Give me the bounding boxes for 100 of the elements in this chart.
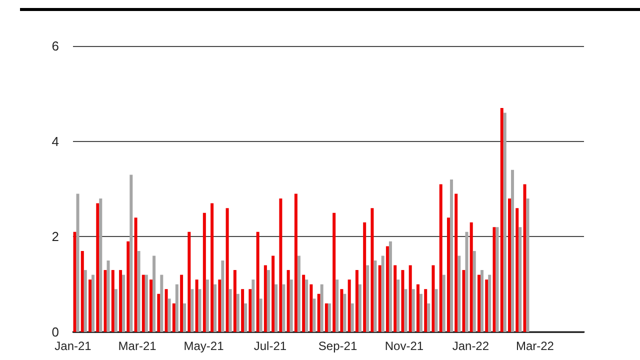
bar xyxy=(358,284,362,332)
bar xyxy=(526,198,530,332)
bar xyxy=(388,241,392,332)
bar xyxy=(412,289,415,332)
bar xyxy=(272,256,275,332)
bar xyxy=(328,303,331,332)
bar xyxy=(450,179,453,332)
bar xyxy=(488,274,492,332)
bar xyxy=(366,265,370,332)
bar xyxy=(126,241,130,332)
y-tick-label: 0 xyxy=(52,324,59,340)
x-tick-label: May-21 xyxy=(184,339,224,353)
bar xyxy=(343,294,346,332)
bar xyxy=(92,274,95,332)
bar xyxy=(286,270,290,332)
bar xyxy=(233,270,236,332)
bar xyxy=(492,227,496,332)
bar xyxy=(172,303,176,332)
bar xyxy=(206,280,209,332)
x-tick-label: Jan-22 xyxy=(452,339,490,353)
bar xyxy=(310,284,313,332)
bar xyxy=(96,203,100,332)
bar xyxy=(454,194,458,332)
bar xyxy=(160,274,164,332)
bar xyxy=(290,280,293,332)
x-tick-label: Jan-21 xyxy=(54,339,92,353)
bar xyxy=(348,280,351,332)
bar xyxy=(340,289,344,332)
bar xyxy=(99,198,102,332)
bar xyxy=(282,284,286,332)
bar xyxy=(302,274,306,332)
bar xyxy=(88,280,92,332)
bar xyxy=(419,294,422,332)
bar xyxy=(248,289,252,332)
bar xyxy=(470,222,473,332)
bar xyxy=(256,232,260,332)
bar xyxy=(226,208,229,332)
x-tick-label: Mar-21 xyxy=(118,339,157,353)
bar xyxy=(134,218,138,332)
bar xyxy=(401,270,404,332)
y-tick-label: 2 xyxy=(52,229,59,244)
bar xyxy=(480,270,484,332)
bar xyxy=(496,227,499,332)
bar xyxy=(218,280,222,332)
bar xyxy=(221,260,224,332)
bar xyxy=(374,260,377,332)
bar xyxy=(76,194,80,332)
x-tick-label: Sep-21 xyxy=(318,339,358,353)
bar xyxy=(432,265,435,332)
bar xyxy=(381,256,384,332)
bar xyxy=(446,218,450,332)
bar xyxy=(202,212,206,332)
bar xyxy=(336,280,339,332)
bar xyxy=(500,108,504,332)
bar xyxy=(183,303,186,332)
bar xyxy=(503,112,506,332)
bar xyxy=(188,232,191,332)
bar xyxy=(175,284,178,332)
bar xyxy=(130,174,133,332)
bar xyxy=(363,222,366,332)
y-tick-label: 4 xyxy=(52,134,59,149)
bar xyxy=(477,274,480,332)
bar xyxy=(180,274,184,332)
bar xyxy=(210,203,214,332)
bar xyxy=(152,256,156,332)
bar xyxy=(198,289,202,332)
bar xyxy=(214,284,217,332)
bar xyxy=(228,289,232,332)
bar xyxy=(111,270,114,332)
bar xyxy=(312,298,316,332)
bar xyxy=(266,270,270,332)
bar xyxy=(516,208,519,332)
bar xyxy=(73,232,76,332)
bar xyxy=(350,303,354,332)
bar xyxy=(404,289,408,332)
bar xyxy=(168,298,171,332)
x-tick-label: Nov-21 xyxy=(384,339,424,353)
bar xyxy=(244,303,248,332)
bar xyxy=(518,227,522,332)
bar xyxy=(106,260,110,332)
bar xyxy=(465,232,468,332)
bar xyxy=(458,256,461,332)
bar xyxy=(462,270,466,332)
bar xyxy=(241,289,244,332)
bar xyxy=(355,270,358,332)
bar xyxy=(84,270,87,332)
bar xyxy=(119,270,122,332)
bar xyxy=(324,303,328,332)
bar xyxy=(114,289,118,332)
x-tick-label: Jul-21 xyxy=(254,339,287,353)
bar xyxy=(317,294,320,332)
bar xyxy=(195,280,198,332)
bar xyxy=(305,280,308,332)
bar xyxy=(394,265,397,332)
bar xyxy=(190,289,194,332)
bar xyxy=(80,250,84,332)
bar xyxy=(142,274,145,332)
bar xyxy=(386,246,389,332)
bar xyxy=(157,294,160,332)
bar xyxy=(511,170,514,332)
